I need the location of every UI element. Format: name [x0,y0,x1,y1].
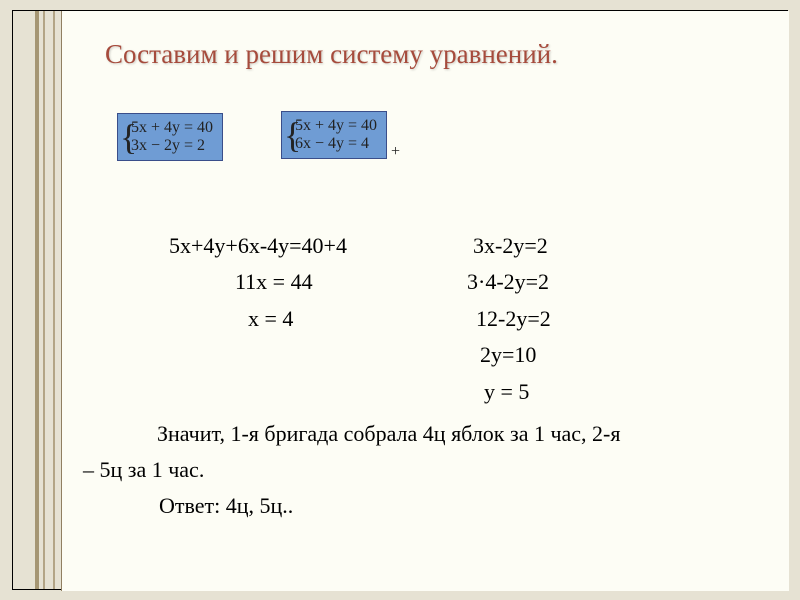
equation-row: 3x − 2y = 2 [131,137,213,155]
working-line: 3х-2у=2 [473,233,548,259]
conclusion-line: Значит, 1-я бригада собрала 4ц яблок за … [157,421,621,447]
system-box-2: { 5x + 4y = 40 6x − 4y = 4 + [281,111,387,159]
working-line: 11х = 44 [235,269,313,295]
equation-row: 6x − 4y = 4 [295,135,377,153]
system-box-1: { 5x + 4y = 40 3x − 2y = 2 [117,113,223,161]
working-line: х = 4 [248,306,293,332]
stripe-decoration [35,11,39,589]
brace-icon: { [120,119,137,155]
page-title: Составим и решим систему уравнений. [105,39,558,70]
stripe-decoration [43,11,45,589]
stripe-decoration [53,11,55,589]
working-line: у = 5 [484,379,529,405]
conclusion-line: – 5ц за 1 час. [83,457,204,483]
working-line: 3·4-2у=2 [467,269,549,295]
answer-line: Ответ: 4ц, 5ц.. [159,493,293,519]
brace-icon: { [284,117,301,153]
slide-frame: Составим и решим систему уравнений. { 5x… [12,10,788,590]
addition-subscript: + [391,143,400,161]
equation-row: 5x + 4y = 40 [295,117,377,135]
equation-row: 5x + 4y = 40 [131,119,213,137]
working-line: 2у=10 [480,342,536,368]
working-line: 5х+4у+6х-4у=40+4 [169,233,347,259]
working-line: 12-2у=2 [476,306,551,332]
